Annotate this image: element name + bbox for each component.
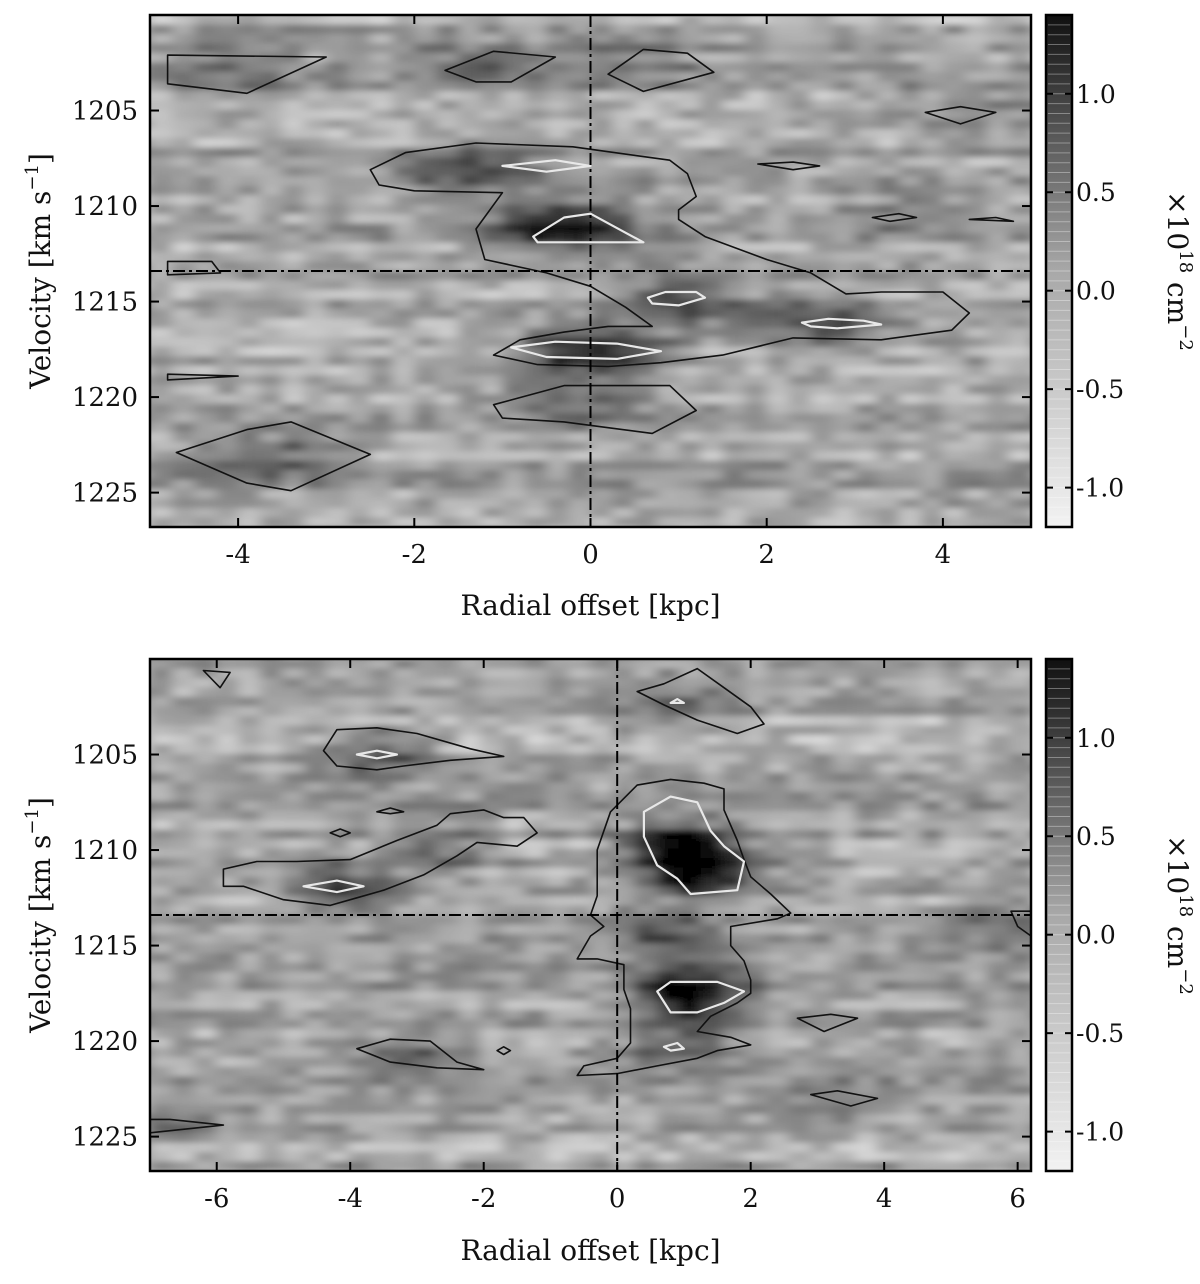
contour-line-inner bbox=[355, 749, 398, 760]
y-tick-label: 1205 bbox=[72, 741, 138, 771]
contour-line-outer bbox=[222, 809, 538, 907]
contours bbox=[150, 667, 1031, 1134]
contour-line-outer bbox=[329, 828, 352, 838]
contour-line-inner bbox=[532, 212, 645, 244]
plot-frame bbox=[148, 657, 1033, 1173]
contour-line-inner bbox=[669, 697, 686, 705]
colorbar-tick-label: 0.0 bbox=[1076, 277, 1116, 306]
y-tick-label: 1215 bbox=[72, 288, 138, 318]
y-axis: 1205 1210 1215 1220 1225 bbox=[72, 741, 1031, 1153]
x-tick-label: 2 bbox=[758, 540, 775, 570]
contour-line-outer bbox=[607, 48, 715, 93]
x-tick-label: -2 bbox=[471, 1184, 496, 1214]
contour-line-outer bbox=[369, 142, 971, 368]
x-tick-label: 4 bbox=[876, 1184, 893, 1214]
contour-line-outer bbox=[166, 373, 239, 381]
x-tick-label: 0 bbox=[582, 540, 599, 570]
y-tick-label: 1225 bbox=[72, 479, 138, 509]
contour-line-outer bbox=[356, 1038, 485, 1071]
y-tick-label: 1220 bbox=[72, 1027, 138, 1057]
contour-line-inner bbox=[800, 317, 883, 330]
colorbar-tick-label: -1.0 bbox=[1076, 474, 1124, 503]
colorbar-gradient bbox=[1046, 15, 1072, 527]
x-tick-label: 6 bbox=[1009, 1184, 1026, 1214]
colorbar-frame bbox=[1044, 657, 1074, 1173]
colorbar-tick-label: -0.5 bbox=[1076, 375, 1124, 404]
contour-line-inner bbox=[642, 795, 746, 896]
colorbar-tick-label: -0.5 bbox=[1076, 1019, 1124, 1048]
colorbar-tick-label: 0.5 bbox=[1076, 822, 1116, 851]
colorbar-gradient bbox=[1046, 659, 1072, 1171]
x-axis: -4 -2 0 2 4 bbox=[225, 15, 951, 570]
panel-bottom: -6 -4 -2 0 2 4 6 Radial offset [kpc] 1205 1210 121… bbox=[22, 657, 1196, 1267]
contour-line-outer bbox=[322, 726, 505, 771]
x-tick-label: -6 bbox=[204, 1184, 229, 1214]
x-axis-label: Radial offset [kpc] bbox=[460, 589, 720, 622]
x-tick-label: 0 bbox=[609, 1184, 626, 1214]
colorbar: 1.0 0.5 0.0 -0.5 -1.0 ×1018 cm−2 bbox=[1044, 13, 1196, 529]
y-tick-label: 1225 bbox=[72, 1123, 138, 1153]
x-tick-label: -2 bbox=[402, 540, 427, 570]
contour-line-inner bbox=[662, 1041, 686, 1052]
colorbar-tick-label: -1.0 bbox=[1076, 1118, 1124, 1147]
y-axis-label: Velocity [km s−1] bbox=[22, 797, 57, 1034]
colorbar-frame bbox=[1044, 13, 1074, 529]
x-tick-label: -4 bbox=[225, 540, 250, 570]
contour-line-outer bbox=[576, 778, 792, 1077]
y-tick-label: 1215 bbox=[72, 932, 138, 962]
y-tick-label: 1210 bbox=[72, 836, 138, 866]
y-tick-label: 1220 bbox=[72, 383, 138, 413]
colorbar-tick-label: 0.0 bbox=[1076, 921, 1116, 950]
contour-line-outer bbox=[202, 669, 231, 689]
contour-line-outer bbox=[757, 161, 821, 171]
x-axis-label: Radial offset [kpc] bbox=[460, 1234, 720, 1267]
contour-line-outer bbox=[444, 50, 557, 83]
colorbar-tick-label: 1.0 bbox=[1076, 80, 1116, 109]
y-tick-label: 1205 bbox=[72, 97, 138, 127]
contour-line-outer bbox=[924, 105, 997, 125]
x-tick-label: 2 bbox=[742, 1184, 759, 1214]
contour-line-inner bbox=[646, 290, 707, 307]
y-tick-label: 1210 bbox=[72, 192, 138, 222]
contour-line-inner bbox=[302, 879, 365, 894]
contour-line-outer bbox=[175, 421, 372, 492]
colorbar: 1.0 0.5 0.0 -0.5 -1.0 ×1018 cm−2 bbox=[1044, 657, 1196, 1173]
colorbar-label: ×1018 cm−2 bbox=[1161, 191, 1196, 351]
colorbar-tick-label: 1.0 bbox=[1076, 724, 1116, 753]
x-tick-label: -4 bbox=[338, 1184, 363, 1214]
contour-line-inner bbox=[510, 340, 663, 360]
contour-line-outer bbox=[150, 1118, 225, 1134]
contour-line-outer bbox=[636, 667, 765, 735]
colorbar-tick-label: 0.5 bbox=[1076, 178, 1116, 207]
x-tick-label: 4 bbox=[935, 540, 952, 570]
contour-line-outer bbox=[968, 216, 1015, 223]
contour-line-outer bbox=[1010, 910, 1031, 937]
x-axis: -6 -4 -2 0 2 4 6 bbox=[204, 659, 1026, 1214]
contour-line-outer bbox=[809, 1090, 879, 1107]
y-axis-label: Velocity [km s−1] bbox=[22, 153, 57, 390]
contour-line-outer bbox=[496, 1046, 512, 1056]
y-axis: 1205 1210 1215 1220 1225 bbox=[72, 97, 1031, 509]
contour-line-inner bbox=[501, 159, 592, 173]
contour-line-outer bbox=[796, 1013, 859, 1033]
colorbar-label: ×1018 cm−2 bbox=[1161, 835, 1196, 995]
contour-line-outer bbox=[871, 212, 918, 223]
contour-line-inner bbox=[656, 980, 746, 1014]
heatmap-image bbox=[150, 659, 1031, 1171]
contour-line-outer bbox=[166, 54, 328, 95]
contour-line-outer bbox=[376, 807, 405, 815]
